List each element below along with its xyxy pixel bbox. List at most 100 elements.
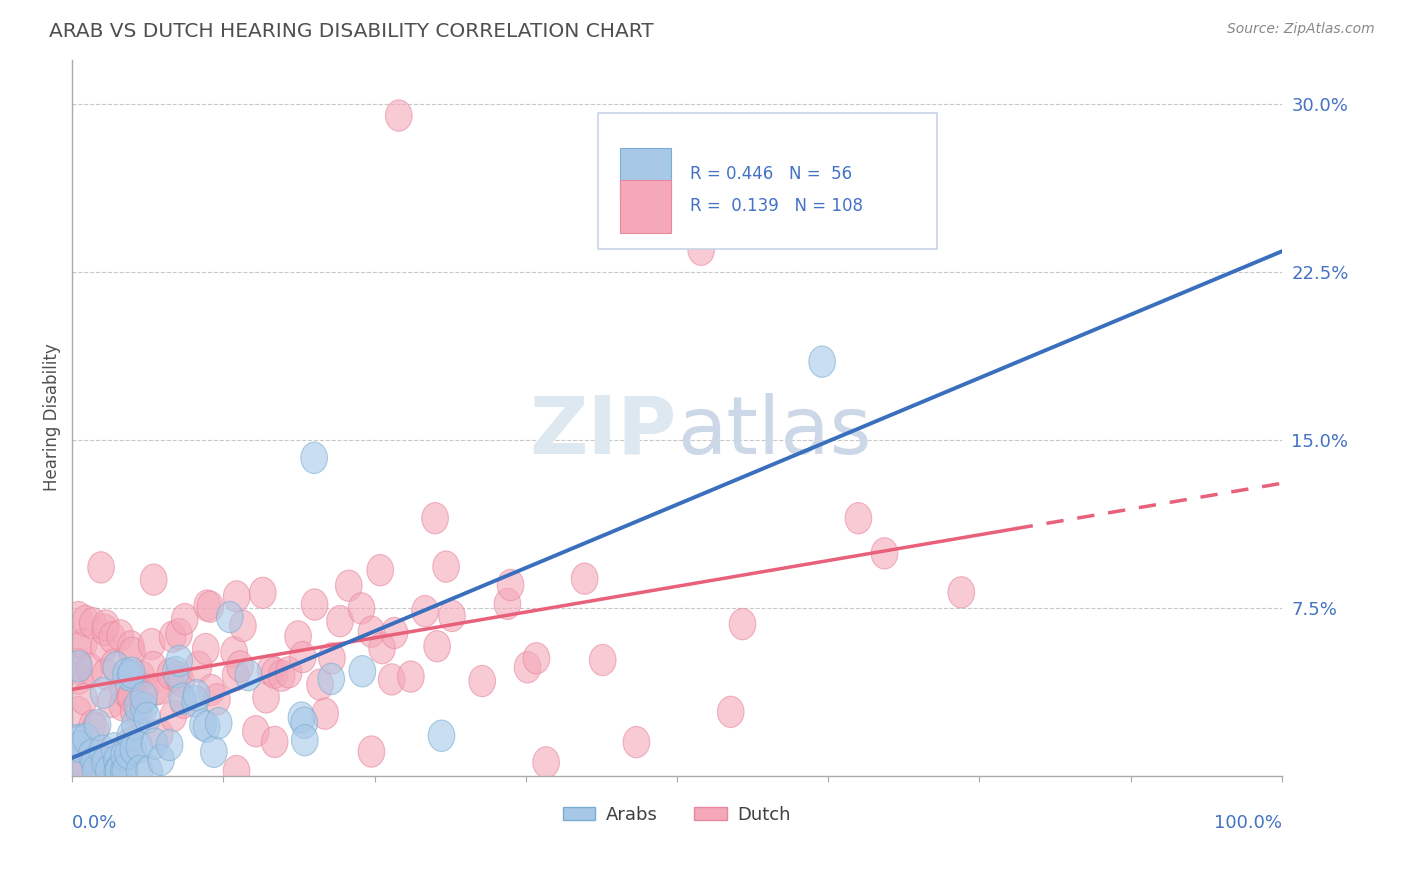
Ellipse shape — [145, 673, 172, 705]
Ellipse shape — [262, 726, 288, 757]
Ellipse shape — [422, 502, 449, 534]
Ellipse shape — [429, 720, 454, 751]
Ellipse shape — [131, 681, 157, 713]
Ellipse shape — [65, 648, 91, 680]
Ellipse shape — [160, 700, 187, 731]
Ellipse shape — [110, 690, 136, 721]
Ellipse shape — [301, 589, 328, 620]
Ellipse shape — [142, 673, 169, 705]
Ellipse shape — [167, 665, 194, 697]
Ellipse shape — [845, 502, 872, 534]
Ellipse shape — [717, 697, 744, 728]
Ellipse shape — [82, 747, 108, 778]
Ellipse shape — [166, 645, 193, 677]
Ellipse shape — [165, 661, 191, 693]
Ellipse shape — [368, 632, 395, 664]
Ellipse shape — [138, 629, 165, 660]
Ellipse shape — [118, 657, 145, 689]
Ellipse shape — [159, 621, 186, 652]
Ellipse shape — [110, 674, 136, 706]
Ellipse shape — [222, 660, 249, 691]
Ellipse shape — [79, 739, 105, 771]
Ellipse shape — [104, 756, 131, 787]
Ellipse shape — [204, 683, 231, 715]
Ellipse shape — [91, 615, 118, 646]
Ellipse shape — [122, 708, 148, 740]
Ellipse shape — [105, 756, 132, 787]
Ellipse shape — [82, 756, 108, 787]
Ellipse shape — [186, 651, 212, 682]
Ellipse shape — [66, 756, 93, 787]
Ellipse shape — [117, 720, 143, 751]
Ellipse shape — [98, 686, 124, 717]
Ellipse shape — [808, 346, 835, 377]
Ellipse shape — [96, 747, 122, 779]
Ellipse shape — [84, 709, 111, 740]
Ellipse shape — [101, 648, 128, 681]
Ellipse shape — [96, 756, 122, 787]
Ellipse shape — [79, 607, 105, 639]
Ellipse shape — [65, 697, 91, 728]
Ellipse shape — [146, 719, 173, 750]
Ellipse shape — [65, 632, 91, 664]
Ellipse shape — [107, 620, 134, 651]
Ellipse shape — [66, 650, 93, 681]
Ellipse shape — [730, 608, 756, 640]
Ellipse shape — [111, 756, 136, 787]
Ellipse shape — [217, 601, 243, 632]
Ellipse shape — [412, 596, 439, 627]
Ellipse shape — [132, 673, 159, 705]
Ellipse shape — [523, 642, 550, 674]
Ellipse shape — [169, 683, 195, 714]
Ellipse shape — [688, 234, 714, 266]
Ellipse shape — [128, 660, 155, 692]
Ellipse shape — [124, 690, 150, 722]
Ellipse shape — [172, 604, 198, 635]
Ellipse shape — [319, 642, 346, 674]
Ellipse shape — [385, 100, 412, 131]
Text: R =  0.139   N = 108: R = 0.139 N = 108 — [690, 197, 863, 215]
Ellipse shape — [423, 631, 450, 662]
Ellipse shape — [87, 552, 114, 583]
Ellipse shape — [290, 641, 316, 673]
Ellipse shape — [91, 747, 118, 778]
Ellipse shape — [118, 681, 145, 712]
Ellipse shape — [73, 723, 100, 755]
Ellipse shape — [111, 739, 138, 771]
Ellipse shape — [117, 681, 143, 713]
Ellipse shape — [193, 633, 219, 665]
Ellipse shape — [121, 696, 148, 727]
Text: ARAB VS DUTCH HEARING DISABILITY CORRELATION CHART: ARAB VS DUTCH HEARING DISABILITY CORRELA… — [49, 22, 654, 41]
Ellipse shape — [226, 650, 253, 682]
Ellipse shape — [79, 710, 105, 741]
Ellipse shape — [948, 576, 974, 608]
Ellipse shape — [197, 591, 224, 623]
Ellipse shape — [136, 756, 163, 787]
Ellipse shape — [66, 725, 93, 756]
Ellipse shape — [291, 707, 318, 739]
Ellipse shape — [163, 657, 190, 688]
Ellipse shape — [589, 644, 616, 675]
Ellipse shape — [127, 731, 153, 763]
Ellipse shape — [288, 702, 315, 733]
Ellipse shape — [166, 618, 193, 649]
Ellipse shape — [439, 600, 465, 632]
Ellipse shape — [398, 661, 425, 692]
Ellipse shape — [205, 707, 232, 739]
Ellipse shape — [117, 728, 143, 759]
Ellipse shape — [194, 590, 221, 621]
Ellipse shape — [301, 442, 328, 474]
Ellipse shape — [229, 610, 256, 641]
Text: ZIP: ZIP — [530, 392, 676, 471]
Ellipse shape — [318, 664, 344, 695]
Ellipse shape — [104, 745, 131, 776]
Y-axis label: Hearing Disability: Hearing Disability — [44, 343, 60, 491]
Ellipse shape — [156, 730, 183, 761]
Ellipse shape — [336, 570, 363, 601]
Ellipse shape — [494, 588, 520, 620]
Ellipse shape — [242, 715, 269, 747]
Ellipse shape — [181, 686, 208, 717]
Ellipse shape — [349, 593, 375, 624]
Ellipse shape — [623, 726, 650, 758]
Ellipse shape — [285, 621, 311, 652]
